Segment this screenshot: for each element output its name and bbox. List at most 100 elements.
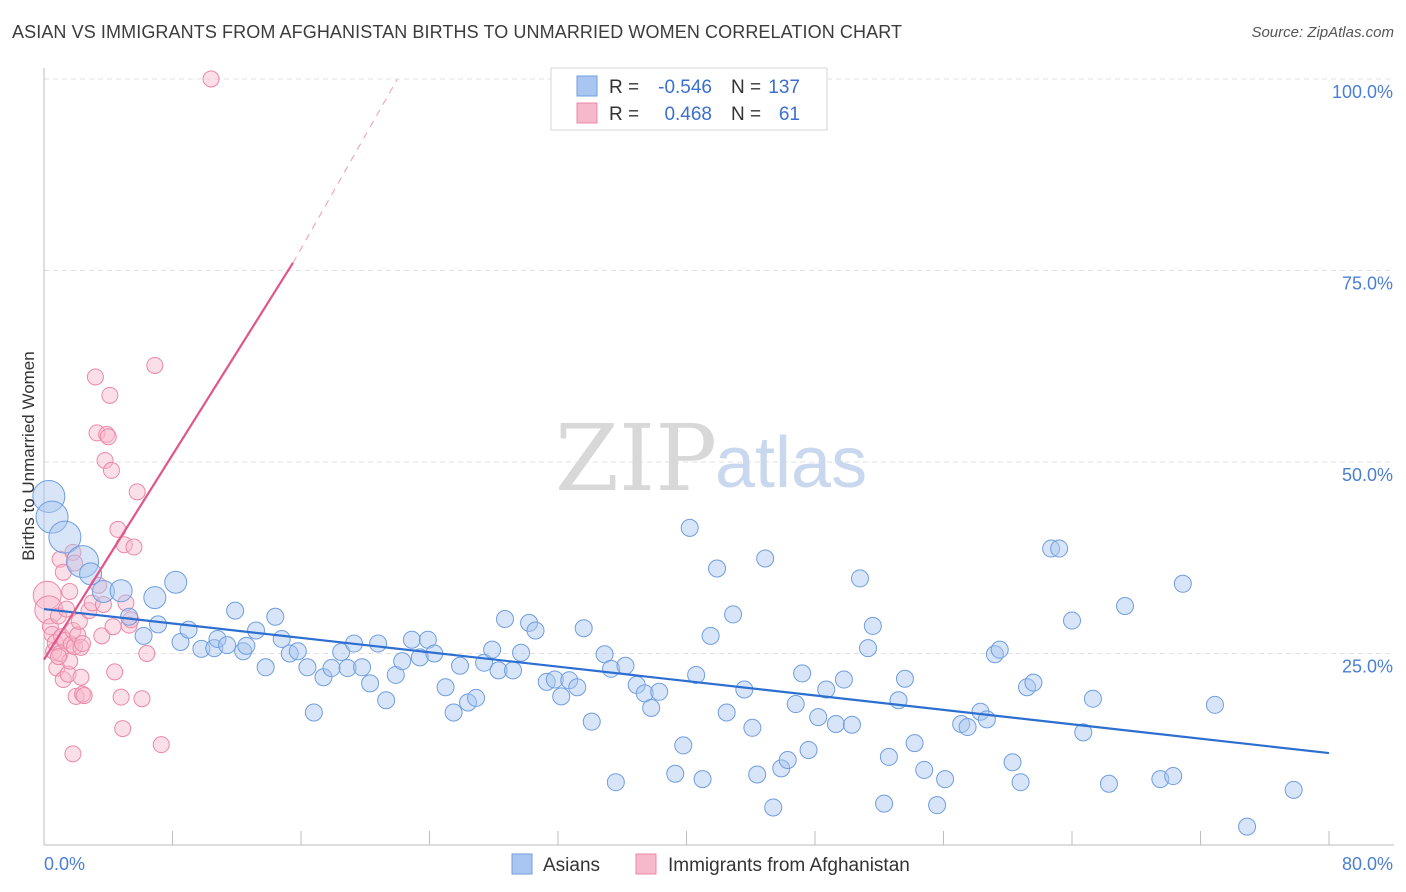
legend: R = -0.546 N = 137 R = 0.468 N = 61 — [550, 67, 828, 131]
asians-point — [467, 688, 486, 707]
asians-point — [936, 770, 955, 789]
y-tick-label: 50.0% — [1342, 465, 1393, 485]
asians-point — [717, 703, 736, 722]
asians-point — [863, 616, 882, 635]
asians-point — [1024, 673, 1043, 692]
bottom-legend: Asians Immigrants from Afghanistan — [511, 853, 910, 876]
asians-point — [958, 718, 977, 737]
asians-point — [266, 607, 285, 626]
asians-point — [1099, 774, 1118, 793]
y-axis-label: Births to Unmarried Women — [19, 351, 38, 560]
asians-point — [208, 629, 227, 648]
asians-point — [1083, 689, 1102, 708]
afghanistan-point — [104, 618, 122, 636]
asians-point — [1116, 597, 1135, 616]
watermark-atlas: atlas — [715, 423, 867, 503]
asians-point — [489, 661, 508, 680]
asians-point — [247, 621, 266, 640]
afghanistan-point — [99, 428, 117, 446]
afghanistan-point — [106, 663, 124, 681]
asians-point — [91, 579, 115, 603]
afghanistan-point — [146, 356, 164, 374]
asians-point — [134, 626, 153, 645]
asians-point — [1173, 574, 1192, 593]
asians-point — [743, 718, 762, 737]
legend-swatch-afghanistan — [576, 102, 598, 124]
asians-point — [582, 712, 601, 731]
afghanistan-point — [64, 745, 82, 763]
asians-point — [218, 636, 237, 655]
asians-point — [361, 674, 380, 693]
bottom-legend-swatch-asians — [511, 853, 533, 875]
asians-point — [495, 610, 514, 629]
afghanistan-point — [138, 645, 156, 662]
asians-point — [35, 500, 69, 534]
series-afghanistan-points — [32, 70, 220, 763]
afghanistan-point — [54, 671, 72, 689]
afghanistan-point — [202, 70, 220, 88]
afghanistan-point — [117, 594, 135, 612]
asians-point — [444, 703, 463, 722]
asians-point — [377, 691, 396, 710]
asians-point — [701, 626, 720, 645]
asians-point — [192, 639, 211, 658]
afghanistan-point — [86, 368, 104, 386]
asians-point — [842, 715, 861, 734]
asians-point — [410, 648, 429, 667]
asians-point — [256, 658, 275, 677]
asians-point — [809, 708, 828, 727]
afghanistan-point — [96, 451, 114, 469]
asians-point — [545, 670, 564, 689]
chart-title: ASIAN VS IMMIGRANTS FROM AFGHANISTAN BIR… — [12, 22, 903, 42]
afghanistan-point — [102, 461, 120, 479]
asians-point — [799, 741, 818, 760]
bottom-legend-swatch-afghanistan — [635, 853, 657, 875]
asians-point — [606, 773, 625, 792]
asians-point — [850, 569, 869, 588]
asians-point — [915, 760, 934, 779]
asians-point — [393, 652, 412, 671]
asians-point — [1011, 773, 1030, 792]
legend-r-label: R = — [609, 104, 639, 125]
asians-point — [1205, 695, 1224, 714]
asians-point — [322, 659, 341, 678]
x-tick-label: 80.0% — [1342, 854, 1393, 874]
asians-point — [859, 639, 878, 658]
legend-r-label: R = — [609, 77, 639, 98]
y-tick-label: 75.0% — [1342, 274, 1393, 294]
watermark-zip: ZIP — [555, 405, 717, 512]
asians-point — [735, 680, 754, 699]
axes — [43, 68, 1394, 846]
asians-point — [764, 798, 783, 817]
asians-point — [778, 750, 797, 769]
asians-point — [483, 640, 502, 659]
legend-n-label: N = — [731, 104, 761, 125]
asians-point — [66, 545, 100, 579]
asians-point — [552, 687, 571, 706]
asians-point — [512, 643, 531, 662]
asians-point — [756, 549, 775, 568]
asians-point — [164, 570, 188, 594]
asians-point — [826, 714, 845, 733]
afghanistan-point — [94, 595, 112, 613]
asians-point — [817, 680, 836, 699]
asians-point — [1003, 753, 1022, 772]
afghanistan-point — [133, 690, 151, 708]
asians-point — [971, 702, 990, 721]
asians-point — [526, 621, 545, 640]
bottom-legend-afghanistan: Immigrants from Afghanistan — [668, 855, 910, 876]
asians-point — [520, 613, 539, 632]
asians-point — [834, 670, 853, 689]
asians-point — [504, 661, 523, 680]
afghanistan-point — [74, 635, 92, 653]
afghanistan-point — [128, 483, 146, 501]
asians-point — [226, 601, 245, 620]
afghanistan-point — [49, 648, 67, 666]
asians-point — [1284, 780, 1303, 799]
y-tick-label: 25.0% — [1342, 657, 1393, 677]
asians-point — [793, 664, 812, 683]
asians-point — [149, 615, 168, 634]
series-asians-points — [32, 479, 1303, 836]
asians-point — [680, 518, 699, 537]
asians-point — [928, 796, 947, 815]
